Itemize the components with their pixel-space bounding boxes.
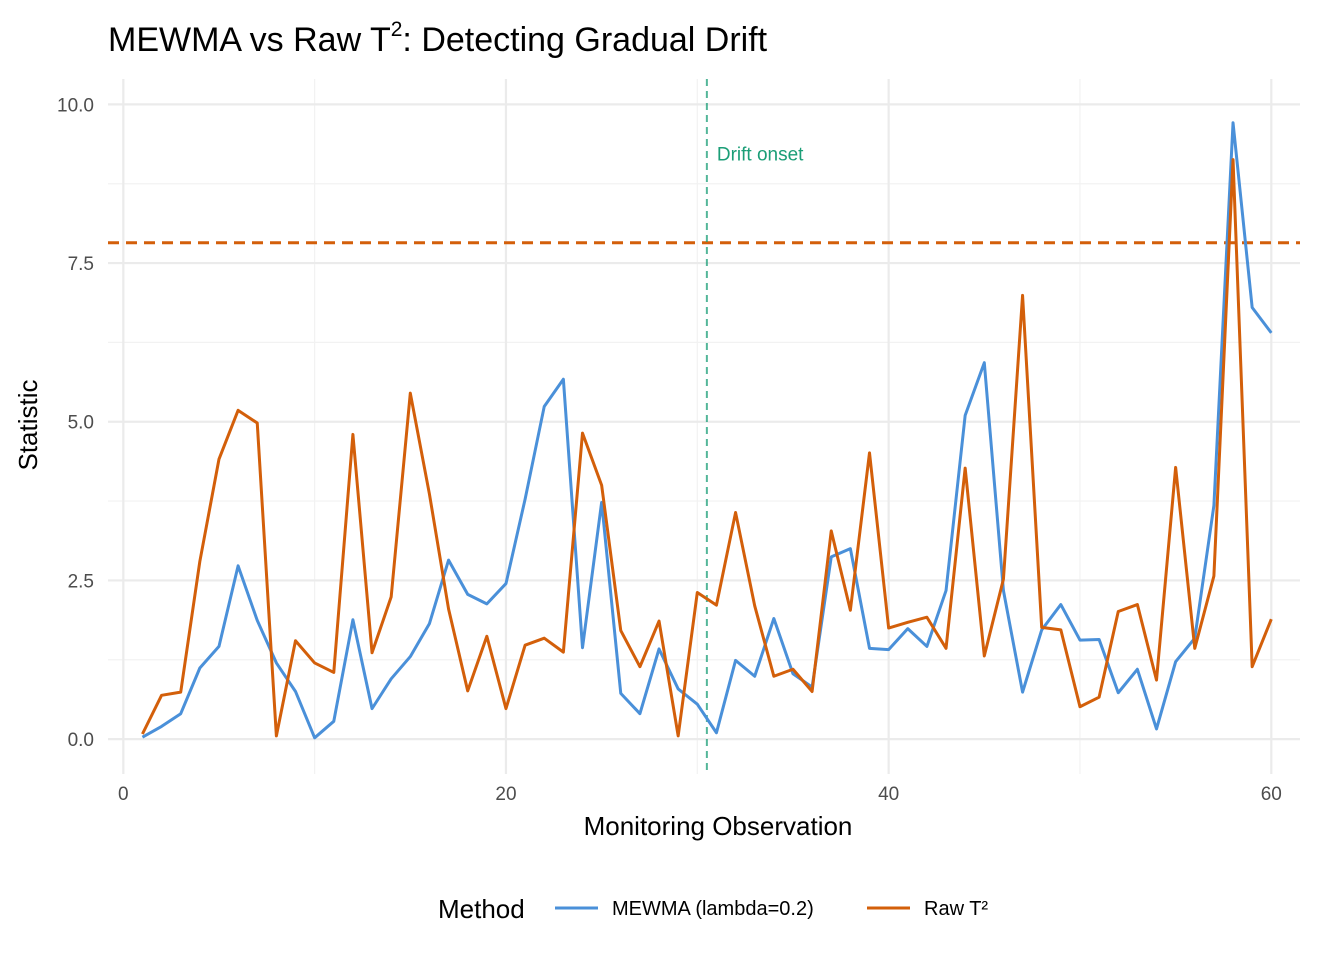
legend-label: Raw T² bbox=[924, 898, 988, 920]
y-tick-label: 7.5 bbox=[68, 254, 94, 275]
x-tick-label: 40 bbox=[878, 784, 899, 805]
y-tick-labels: 0.0 2.5 5.0 7.5 10.0 bbox=[57, 95, 94, 751]
y-tick-label: 0.0 bbox=[68, 730, 94, 751]
x-tick-label: 0 bbox=[118, 784, 129, 805]
reference-lines bbox=[108, 79, 1300, 774]
y-tick-label: 5.0 bbox=[68, 413, 94, 434]
y-axis-title: Statistic bbox=[13, 379, 43, 470]
legend-title: Method bbox=[438, 894, 525, 924]
series-line-raw-t2 bbox=[141, 158, 1273, 738]
grid-major bbox=[108, 79, 1300, 774]
x-tick-label: 20 bbox=[495, 784, 516, 805]
series-line-mewma bbox=[141, 121, 1273, 740]
x-axis-title: Monitoring Observation bbox=[584, 811, 853, 841]
legend: Method MEWMA (lambda=0.2) Raw T² bbox=[438, 894, 988, 924]
chart-title: MEWMA vs Raw T2: Detecting Gradual Drift bbox=[108, 18, 768, 59]
annotations: Drift onset bbox=[717, 145, 804, 166]
y-tick-label: 2.5 bbox=[68, 571, 94, 592]
series-lines bbox=[141, 121, 1273, 740]
y-tick-label: 10.0 bbox=[57, 95, 94, 116]
x-tick-label: 60 bbox=[1261, 784, 1282, 805]
x-tick-labels: 0 20 40 60 bbox=[118, 784, 1282, 805]
grid-minor bbox=[108, 79, 1300, 774]
drift-onset-label: Drift onset bbox=[717, 145, 804, 166]
legend-label: MEWMA (lambda=0.2) bbox=[612, 898, 814, 920]
